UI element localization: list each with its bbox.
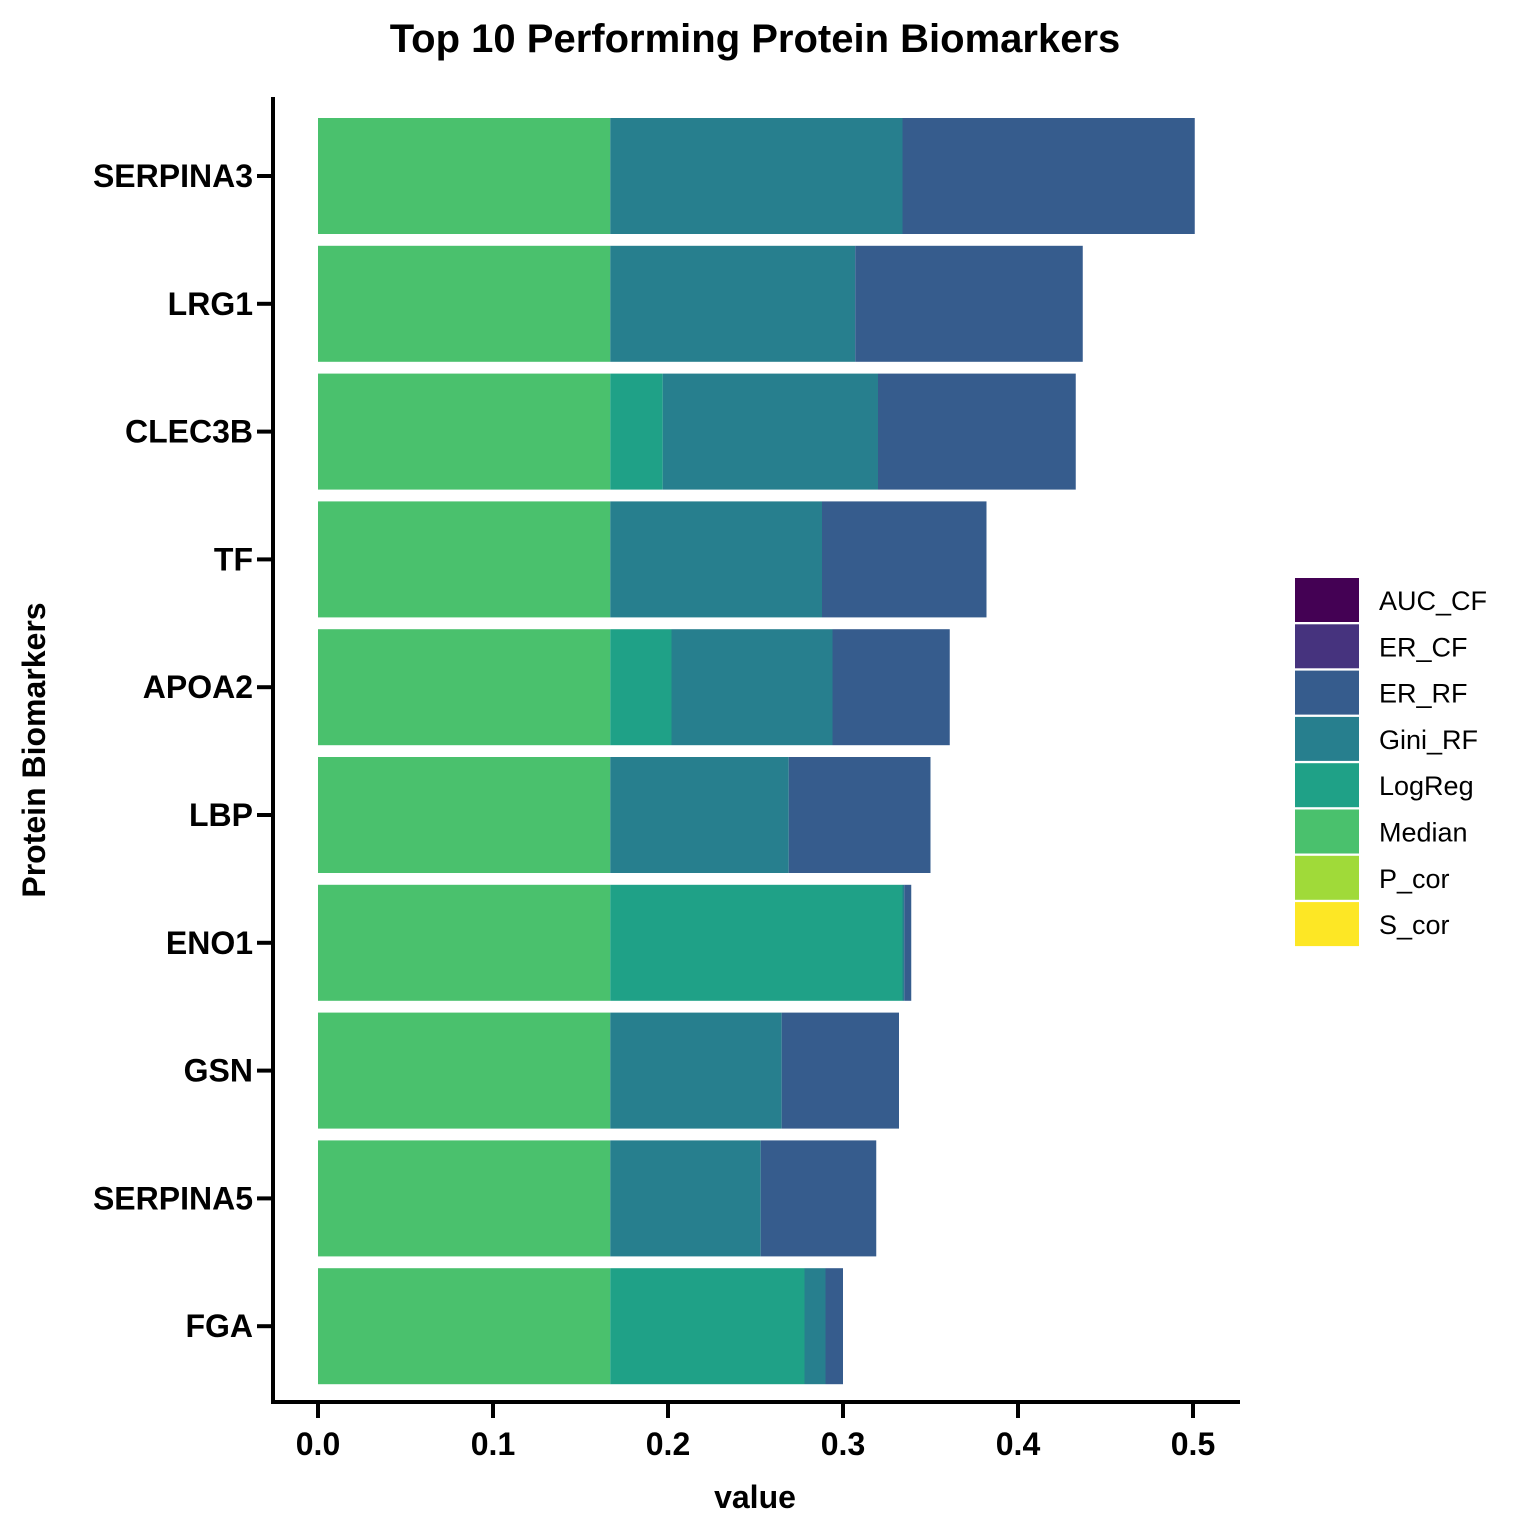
x-tick-label: 0.5 bbox=[1171, 1426, 1215, 1462]
y-tick-label: CLEC3B bbox=[125, 414, 253, 450]
x-tick-label: 0.0 bbox=[296, 1426, 340, 1462]
bar-lrg1-median bbox=[318, 245, 611, 362]
legend: AUC_CF ER_CF ER_RF Gini_RF LogReg Median P_cor… bbox=[1295, 578, 1487, 947]
x-tick-label: 0.3 bbox=[821, 1426, 865, 1462]
y-tick-label: LRG1 bbox=[168, 286, 253, 322]
y-tick-label: ENO1 bbox=[166, 925, 253, 961]
y-tick-label: LBP bbox=[189, 797, 253, 833]
axes-layer: SERPINA3 LRG1 CLEC3B TF APOA2 LBP ENO1 GSN SERPI… bbox=[93, 97, 1240, 1462]
legend-label-er-cf: ER_CF bbox=[1379, 632, 1468, 662]
bars-layer bbox=[318, 118, 1195, 1385]
bar-fga-er-rf bbox=[825, 1268, 843, 1385]
bar-serpina3-median bbox=[318, 118, 611, 234]
legend-label-gini-rf: Gini_RF bbox=[1379, 725, 1478, 755]
bar-lrg1-er-rf bbox=[855, 245, 1083, 362]
y-tick-label: TF bbox=[214, 541, 253, 577]
y-tick-label: APOA2 bbox=[143, 669, 253, 705]
legend-label-p-cor: P_cor bbox=[1379, 864, 1450, 894]
bar-apoa2-gini-rf bbox=[671, 629, 833, 746]
bar-serpina5-er-rf bbox=[760, 1140, 877, 1257]
bar-lbp-er-rf bbox=[788, 757, 931, 873]
bar-lrg1-gini-rf bbox=[610, 245, 856, 362]
bar-serpina5-gini-rf bbox=[610, 1140, 761, 1257]
y-tick-label: FGA bbox=[185, 1308, 253, 1344]
bar-serpina3-gini-rf bbox=[610, 118, 903, 234]
legend-label-auc-cf: AUC_CF bbox=[1379, 586, 1487, 616]
y-tick-label: SERPINA3 bbox=[93, 158, 253, 194]
bar-serpina3-er-rf bbox=[902, 118, 1195, 234]
x-axis-title: value bbox=[714, 1479, 796, 1515]
bar-lbp-median bbox=[318, 757, 611, 873]
bar-clec3b-gini-rf bbox=[662, 373, 878, 490]
bar-fga-gini-rf bbox=[804, 1268, 826, 1385]
legend-swatch-median bbox=[1295, 809, 1359, 854]
x-tick-label: 0.1 bbox=[471, 1426, 515, 1462]
bar-fga-median bbox=[318, 1268, 611, 1385]
legend-swatch-er-cf bbox=[1295, 624, 1359, 669]
bar-clec3b-logreg bbox=[610, 373, 663, 490]
bar-gsn-median bbox=[318, 1012, 611, 1129]
bar-apoa2-logreg bbox=[610, 629, 672, 746]
bar-gsn-gini-rf bbox=[610, 1012, 782, 1129]
x-tick-label: 0.2 bbox=[646, 1426, 690, 1462]
y-tick-label: GSN bbox=[184, 1053, 253, 1089]
y-axis-title: Protein Biomarkers bbox=[16, 602, 52, 897]
bar-lbp-gini-rf bbox=[610, 757, 789, 873]
legend-label-median: Median bbox=[1379, 818, 1468, 848]
legend-swatch-gini-rf bbox=[1295, 716, 1359, 761]
bar-eno1-gini-rf bbox=[902, 884, 905, 1001]
bar-serpina5-median bbox=[318, 1140, 611, 1257]
legend-swatch-logreg bbox=[1295, 763, 1359, 808]
bar-tf-median bbox=[318, 501, 611, 618]
bar-gsn-er-rf bbox=[781, 1012, 899, 1129]
chart-title: Top 10 Performing Protein Biomarkers bbox=[390, 17, 1121, 61]
legend-label-logreg: LogReg bbox=[1379, 771, 1474, 801]
bar-clec3b-er-rf bbox=[878, 373, 1076, 490]
bar-clec3b-median bbox=[318, 373, 611, 490]
bar-tf-er-rf bbox=[822, 501, 987, 618]
bar-eno1-median bbox=[318, 884, 611, 1001]
legend-label-er-rf: ER_RF bbox=[1379, 679, 1468, 709]
legend-swatch-er-rf bbox=[1295, 670, 1359, 715]
bar-apoa2-median bbox=[318, 629, 611, 746]
bar-tf-gini-rf bbox=[610, 501, 822, 618]
legend-swatch-p-cor bbox=[1295, 855, 1359, 900]
bar-apoa2-er-rf bbox=[832, 629, 950, 746]
bar-eno1-logreg bbox=[610, 884, 903, 1001]
bar-fga-logreg bbox=[610, 1268, 805, 1385]
legend-label-s-cor: S_cor bbox=[1379, 910, 1450, 940]
bar-eno1-er-rf bbox=[904, 884, 912, 1001]
y-tick-label: SERPINA5 bbox=[93, 1180, 253, 1216]
x-tick-label: 0.4 bbox=[996, 1426, 1041, 1462]
legend-swatch-auc-cf bbox=[1295, 578, 1359, 622]
legend-swatch-s-cor bbox=[1295, 902, 1359, 947]
